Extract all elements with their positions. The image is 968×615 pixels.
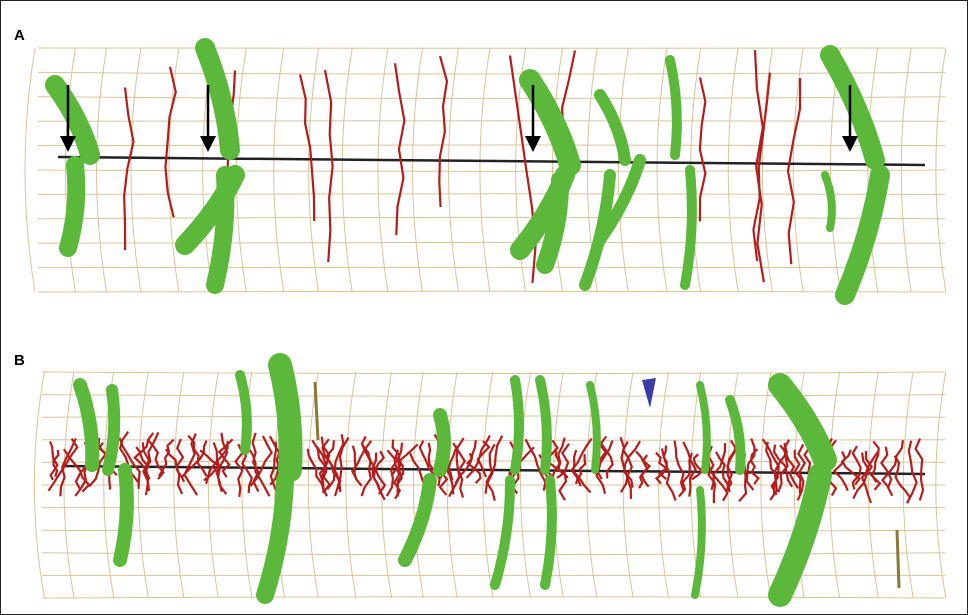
vessel <box>215 175 226 285</box>
panel-label: A <box>14 27 25 44</box>
vessel <box>120 470 127 560</box>
page: A B (() => { const data = JSON.parse(doc… <box>0 0 968 615</box>
figure: A B <box>0 0 968 615</box>
mesh-row <box>38 121 945 122</box>
olive-vessel <box>897 530 899 588</box>
vessel <box>68 165 76 248</box>
vessel <box>440 415 444 470</box>
vessel <box>515 380 519 470</box>
vessel <box>280 365 291 470</box>
panel-label: B <box>14 352 25 369</box>
vessel <box>108 390 114 470</box>
